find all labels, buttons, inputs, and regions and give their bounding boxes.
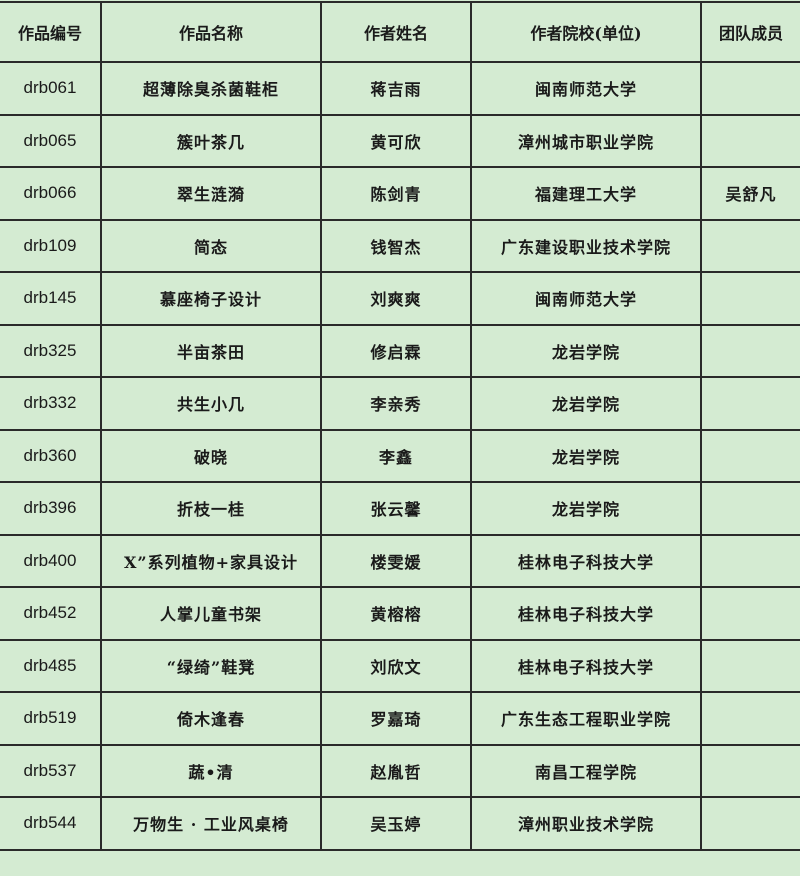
table-row: drb109 简态 钱智杰 广东建设职业技术学院 xyxy=(0,218,800,273)
cell-work-id: drb066 xyxy=(0,166,102,221)
cell-work-name: 超薄除臭杀菌鞋柜 xyxy=(100,61,322,116)
table-row: drb519 倚木逢春 罗嘉琦 广东生态工程职业学院 xyxy=(0,691,800,746)
cell-author-name: 李鑫 xyxy=(320,428,472,483)
cell-team-members xyxy=(700,743,800,798)
cell-work-id: drb396 xyxy=(0,481,102,536)
cell-work-id: drb061 xyxy=(0,61,102,116)
table-row: drb544 万物生 · 工业风桌椅 吴玉婷 漳州职业技术学院 xyxy=(0,796,800,851)
cell-team-members xyxy=(700,323,800,378)
header-work-name: 作品名称 xyxy=(100,1,322,63)
table-row: drb452 人掌儿童书架 黄榕榕 桂林电子科技大学 xyxy=(0,586,800,641)
cell-team-members xyxy=(700,586,800,641)
cell-work-name: 破晓 xyxy=(100,428,322,483)
cell-work-id: drb065 xyxy=(0,113,102,168)
cell-work-name: 慕座椅子设计 xyxy=(100,271,322,326)
cell-author-name: 张云馨 xyxy=(320,481,472,536)
cell-author-name: 修启霖 xyxy=(320,323,472,378)
header-author-school: 作者院校(单位) xyxy=(470,1,702,63)
cell-work-name: 人掌儿童书架 xyxy=(100,586,322,641)
cell-work-id: drb109 xyxy=(0,218,102,273)
cell-team-members xyxy=(700,271,800,326)
header-work-id: 作品编号 xyxy=(0,1,102,63)
cell-work-id: drb145 xyxy=(0,271,102,326)
cell-author-name: 刘欣文 xyxy=(320,638,472,693)
cell-author-name: 刘爽爽 xyxy=(320,271,472,326)
cell-work-id: drb400 xyxy=(0,533,102,588)
cell-work-name: 簇叶茶几 xyxy=(100,113,322,168)
cell-author-school: 广东生态工程职业学院 xyxy=(470,691,702,746)
cell-work-id: drb485 xyxy=(0,638,102,693)
cell-team-members xyxy=(700,428,800,483)
cell-author-school: 闽南师范大学 xyxy=(470,61,702,116)
table-row: drb066 翠生涟漪 陈剑青 福建理工大学 吴舒凡 xyxy=(0,166,800,221)
table-body: drb061 超薄除臭杀菌鞋柜 蒋吉雨 闽南师范大学 drb065 簇叶茶几 黄可欣 漳州城市… xyxy=(0,61,800,851)
cell-work-id: drb452 xyxy=(0,586,102,641)
cell-author-school: 桂林电子科技大学 xyxy=(470,586,702,641)
cell-author-school: 南昌工程学院 xyxy=(470,743,702,798)
table-row: drb396 折枝一桂 张云馨 龙岩学院 xyxy=(0,481,800,536)
cell-author-name: 楼雯媛 xyxy=(320,533,472,588)
cell-author-school: 龙岩学院 xyxy=(470,481,702,536)
cell-team-members xyxy=(700,796,800,851)
cell-work-name: 半亩茶田 xyxy=(100,323,322,378)
cell-author-name: 陈剑青 xyxy=(320,166,472,221)
cell-team-members: 吴舒凡 xyxy=(700,166,800,221)
cell-work-id: drb360 xyxy=(0,428,102,483)
cell-work-name: 简态 xyxy=(100,218,322,273)
cell-author-name: 蒋吉雨 xyxy=(320,61,472,116)
header-row: 作品编号 作品名称 作者姓名 作者院校(单位) 团队成员 xyxy=(0,1,800,63)
table-row: drb537 蔬•清 赵胤哲 南昌工程学院 xyxy=(0,743,800,798)
cell-team-members xyxy=(700,481,800,536)
cell-author-school: 漳州职业技术学院 xyxy=(470,796,702,851)
cell-work-name: 折枝一桂 xyxy=(100,481,322,536)
cell-work-name: 共生小几 xyxy=(100,376,322,431)
table-row: drb332 共生小几 李亲秀 龙岩学院 xyxy=(0,376,800,431)
table-row: drb065 簇叶茶几 黄可欣 漳州城市职业学院 xyxy=(0,113,800,168)
cell-author-school: 桂林电子科技大学 xyxy=(470,533,702,588)
cell-team-members xyxy=(700,218,800,273)
cell-work-id: drb519 xyxy=(0,691,102,746)
table-row: drb360 破晓 李鑫 龙岩学院 xyxy=(0,428,800,483)
cell-team-members xyxy=(700,113,800,168)
cell-author-name: 罗嘉琦 xyxy=(320,691,472,746)
cell-author-school: 龙岩学院 xyxy=(470,376,702,431)
cell-author-name: 黄可欣 xyxy=(320,113,472,168)
cell-work-id: drb325 xyxy=(0,323,102,378)
header-team-members: 团队成员 xyxy=(700,1,800,63)
cell-author-name: 赵胤哲 xyxy=(320,743,472,798)
cell-author-school: 龙岩学院 xyxy=(470,428,702,483)
cell-author-school: 广东建设职业技术学院 xyxy=(470,218,702,273)
cell-work-name: 翠生涟漪 xyxy=(100,166,322,221)
cell-team-members xyxy=(700,376,800,431)
cell-author-name: 李亲秀 xyxy=(320,376,472,431)
table-row: drb061 超薄除臭杀菌鞋柜 蒋吉雨 闽南师范大学 xyxy=(0,61,800,116)
cell-author-name: 吴玉婷 xyxy=(320,796,472,851)
cell-team-members xyxy=(700,61,800,116)
cell-author-school: 龙岩学院 xyxy=(470,323,702,378)
cell-work-name: “绿绮”鞋凳 xyxy=(100,638,322,693)
cell-work-name: 万物生 · 工业风桌椅 xyxy=(100,796,322,851)
table-row: drb400 X”系列植物+家具设计 楼雯媛 桂林电子科技大学 xyxy=(0,533,800,588)
cell-work-id: drb544 xyxy=(0,796,102,851)
cell-team-members xyxy=(700,533,800,588)
table-row: drb145 慕座椅子设计 刘爽爽 闽南师范大学 xyxy=(0,271,800,326)
entries-table: 作品编号 作品名称 作者姓名 作者院校(单位) 团队成员 drb061 超薄除臭杀… xyxy=(0,1,800,851)
table-row: drb325 半亩茶田 修启霖 龙岩学院 xyxy=(0,323,800,378)
cell-work-name: 蔬•清 xyxy=(100,743,322,798)
table-row: drb485 “绿绮”鞋凳 刘欣文 桂林电子科技大学 xyxy=(0,638,800,693)
header-author-name: 作者姓名 xyxy=(320,1,472,63)
cell-work-name: 倚木逢春 xyxy=(100,691,322,746)
cell-author-school: 福建理工大学 xyxy=(470,166,702,221)
cell-work-id: drb332 xyxy=(0,376,102,431)
cell-team-members xyxy=(700,638,800,693)
cell-author-name: 钱智杰 xyxy=(320,218,472,273)
cell-author-name: 黄榕榕 xyxy=(320,586,472,641)
cell-team-members xyxy=(700,691,800,746)
cell-author-school: 漳州城市职业学院 xyxy=(470,113,702,168)
cell-author-school: 桂林电子科技大学 xyxy=(470,638,702,693)
cell-author-school: 闽南师范大学 xyxy=(470,271,702,326)
cell-work-name: X”系列植物+家具设计 xyxy=(100,533,322,588)
cell-work-id: drb537 xyxy=(0,743,102,798)
